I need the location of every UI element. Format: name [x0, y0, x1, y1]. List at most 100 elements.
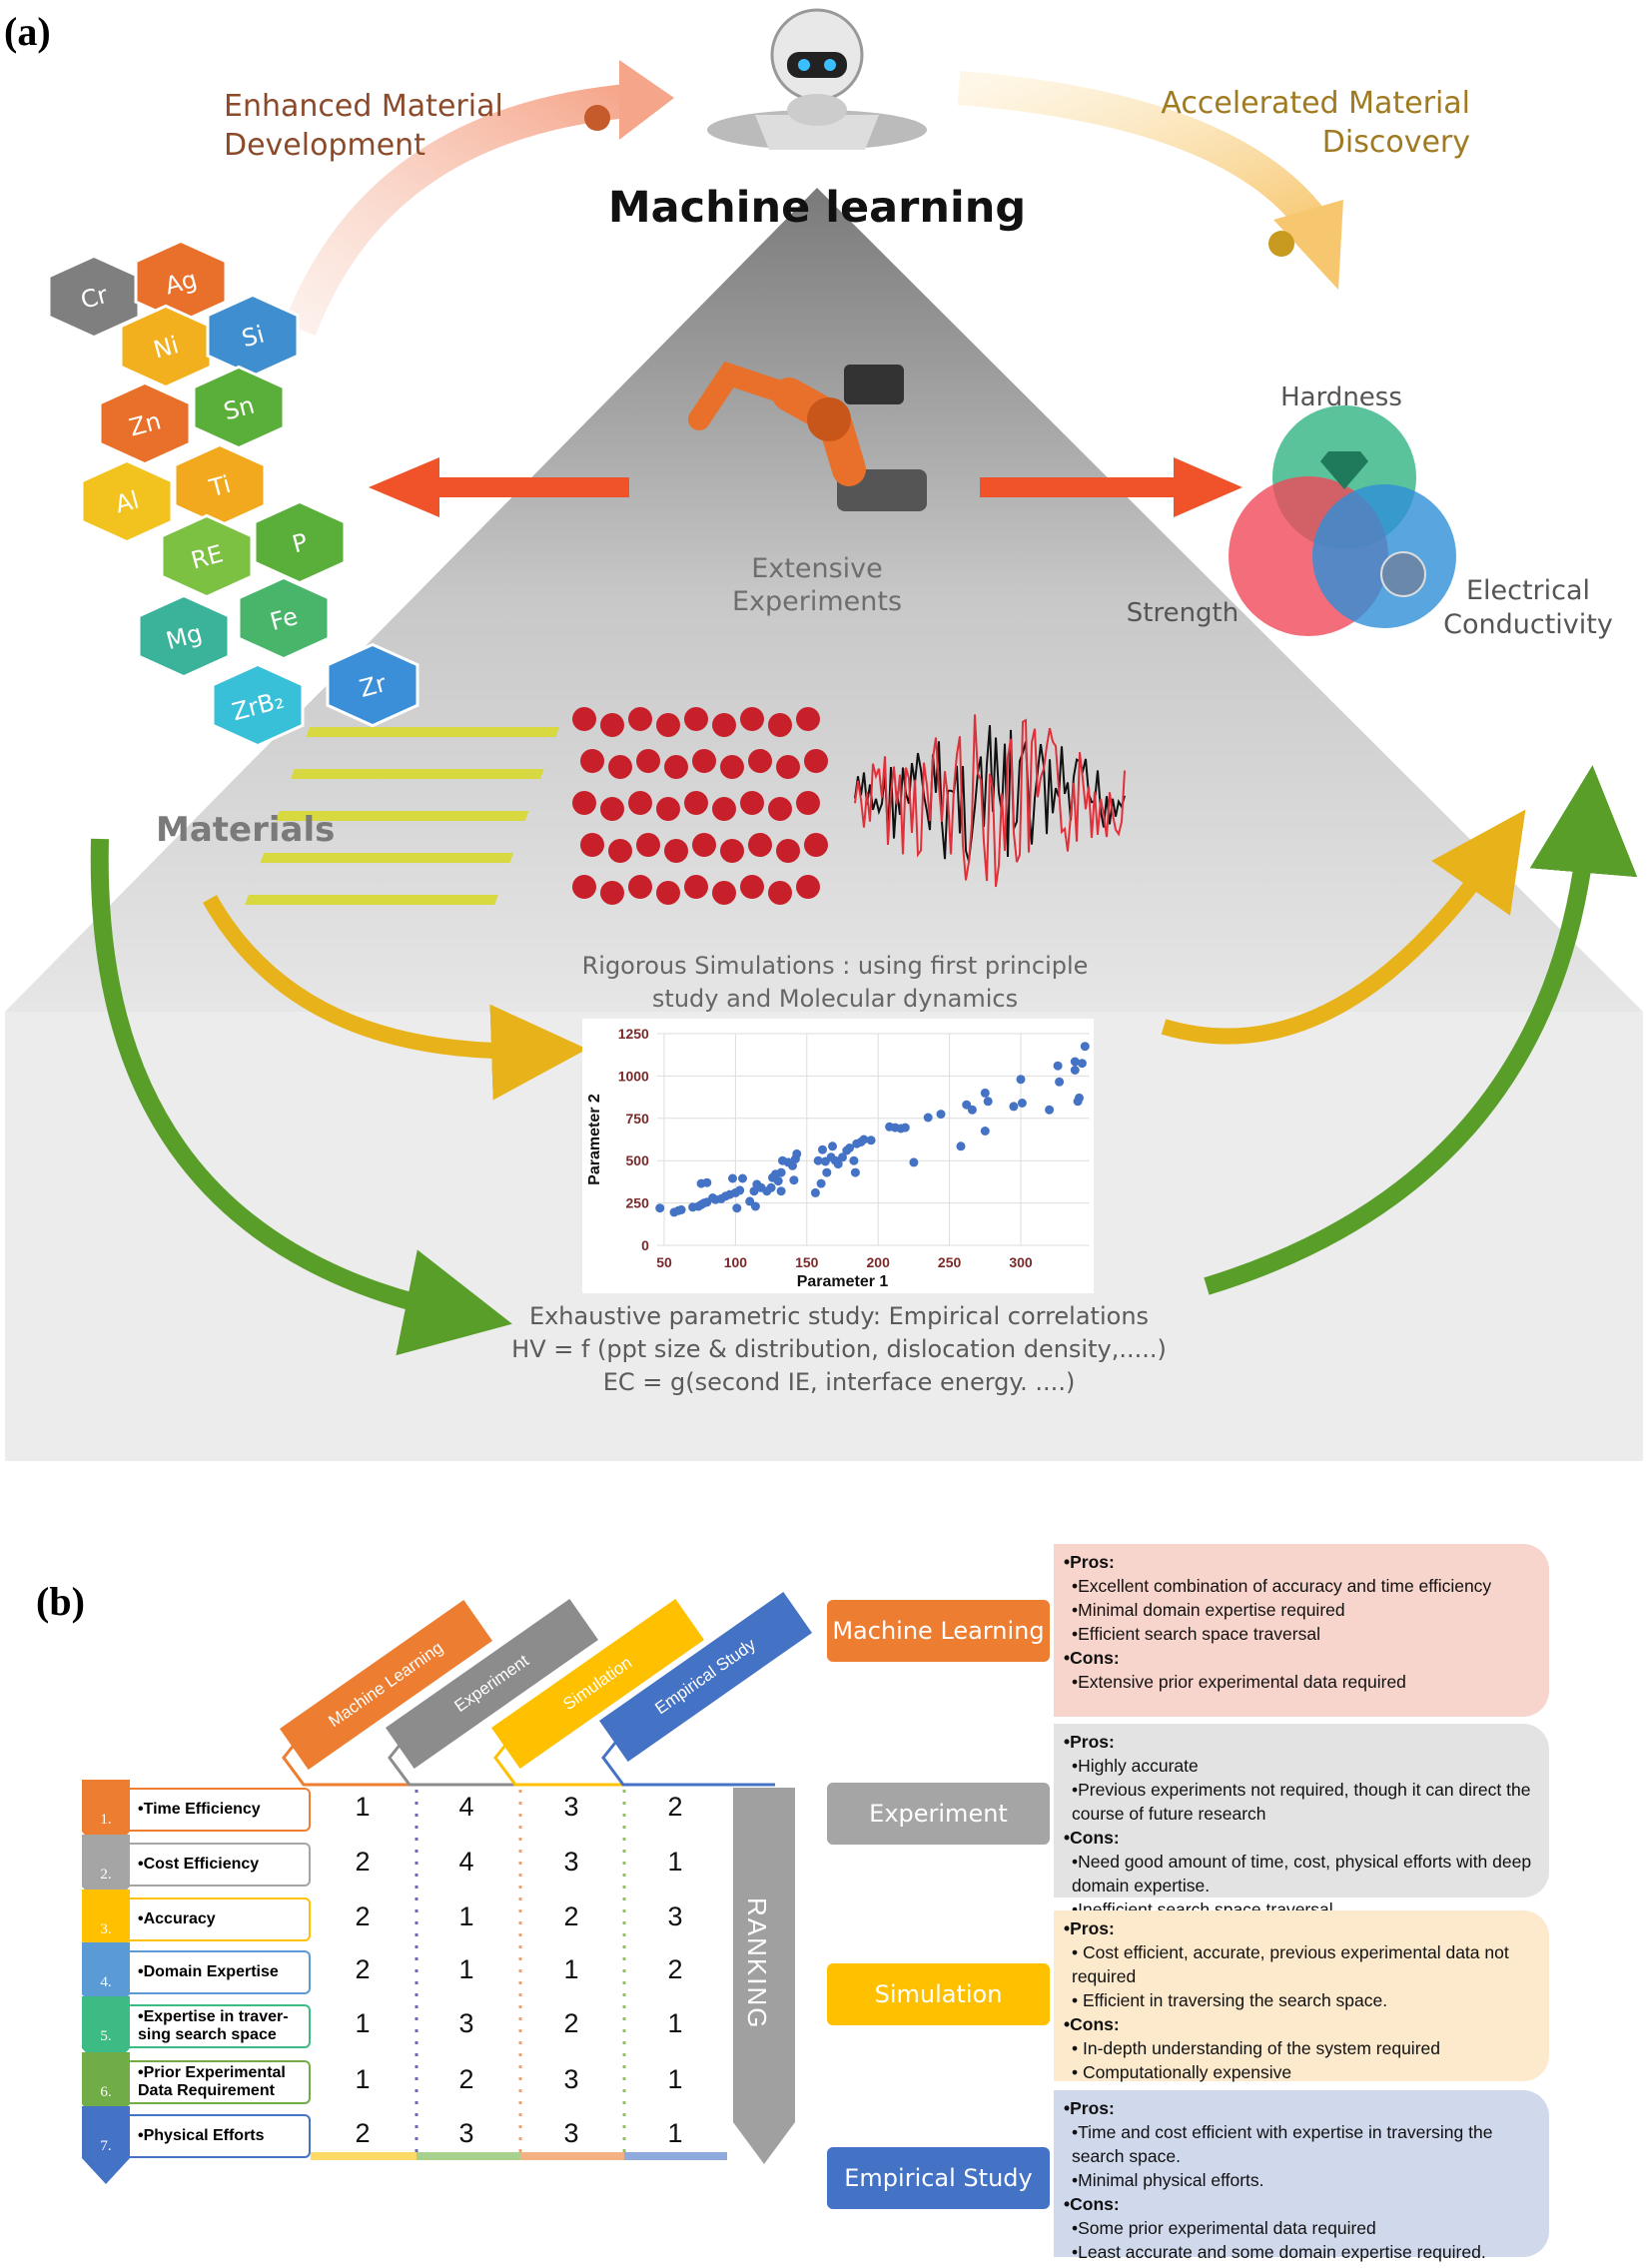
data-point: [789, 1175, 799, 1185]
enhanced-label-1: Enhanced Material: [224, 89, 503, 124]
rank-value: 3: [563, 1792, 579, 1822]
panel-b-label: (b): [36, 1579, 85, 1624]
con-item: • In-depth understanding of the system r…: [1072, 2038, 1440, 2058]
x-axis-label: Parameter 1: [797, 1273, 889, 1290]
y-tick-label: 250: [626, 1195, 650, 1211]
rank-value: 1: [667, 2064, 683, 2094]
data-point: [1016, 1075, 1026, 1085]
row-number: 5.: [100, 2028, 111, 2044]
pros-heading: •Pros:: [1064, 1552, 1115, 1572]
ranking-label: RANKING: [742, 1897, 772, 2030]
pro-item: •Highly accurate: [1072, 1756, 1199, 1776]
material-hexagon: Fe: [237, 575, 331, 661]
material-hexagon: P: [253, 499, 347, 585]
criterion-label: •Expertise in traver-sing search space: [130, 2004, 311, 2048]
rank-value: 1: [563, 1954, 579, 1984]
panel-a-label: (a): [4, 9, 51, 54]
data-point: [1055, 1077, 1065, 1087]
x-tick-label: 150: [795, 1254, 819, 1270]
md-signal-red: [854, 714, 1126, 888]
data-point: [838, 1152, 847, 1162]
pros-cons-box: •Pros: •Highly accurate •Previous experime…: [1054, 1724, 1549, 1919]
atom: [608, 839, 632, 863]
gem-icon: [1320, 451, 1368, 489]
rank-value: 1: [667, 2118, 683, 2148]
material-hexagon: Zr: [326, 642, 419, 728]
con-item: •Some prior experimental data required: [1072, 2218, 1376, 2238]
y-tick-label: 1000: [618, 1068, 649, 1084]
data-point: [909, 1157, 919, 1167]
conductivity-label-1: Electrical: [1466, 575, 1590, 606]
chart-background: [582, 1019, 1094, 1293]
data-point: [850, 1167, 860, 1177]
atom: [712, 713, 736, 737]
data-point: [1053, 1061, 1063, 1071]
enhanced-label-2: Development: [224, 128, 425, 163]
atom: [692, 833, 716, 857]
rank-value: 3: [563, 2118, 579, 2148]
data-point: [822, 1167, 832, 1177]
x-tick-label: 250: [938, 1254, 962, 1270]
simulations-label-1: Rigorous Simulations : using first princ…: [582, 952, 1089, 980]
rank-value: 3: [458, 2118, 474, 2148]
atom: [796, 791, 820, 815]
rank-value: 2: [355, 1954, 371, 1984]
data-point: [1009, 1102, 1019, 1112]
method-label-text: Empirical Study: [844, 2164, 1033, 2192]
atom: [768, 797, 792, 821]
data-point: [655, 1203, 665, 1213]
con-item: •Least accurate and some domain expertis…: [1072, 2242, 1486, 2262]
material-hexagon: Al: [80, 458, 174, 544]
enhanced-arrow-head: [619, 60, 674, 140]
pro-item: •Efficient search space traversal: [1072, 1624, 1320, 1644]
pros-heading: •Pros:: [1064, 1918, 1115, 1938]
data-point: [735, 1185, 745, 1195]
atom: [740, 791, 764, 815]
data-point: [818, 1144, 827, 1154]
atom: [684, 875, 708, 899]
atom: [580, 749, 604, 773]
data-point: [1077, 1059, 1087, 1069]
data-point: [833, 1159, 843, 1169]
pro-item: • Cost efficient, accurate, previous exp…: [1072, 1942, 1509, 1986]
rank-value: 1: [355, 2008, 371, 2038]
column-connector: [282, 1742, 455, 1787]
criterion-text: •Time Efficiency: [138, 1801, 261, 1818]
data-point: [980, 1127, 990, 1135]
atom: [684, 791, 708, 815]
rank-value: 4: [458, 1847, 474, 1877]
atom: [712, 881, 736, 905]
material-hexagon: ZrB₂: [211, 662, 305, 748]
atom: [636, 833, 660, 857]
atom: [776, 839, 800, 863]
data-point: [923, 1113, 933, 1123]
pro-item: •Minimal domain expertise required: [1072, 1600, 1345, 1620]
robot-arm-icon: [688, 361, 927, 511]
material-hexagon: Si: [206, 293, 300, 378]
empirical-label-3: EC = g(second IE, interface energy. ....…: [603, 1368, 1076, 1396]
x-tick-label: 300: [1009, 1254, 1033, 1270]
rank-value: 2: [563, 2008, 579, 2038]
criterion-text: •Domain Expertise: [138, 1963, 279, 1980]
y-tick-label: 500: [626, 1152, 650, 1168]
atom: [720, 755, 744, 779]
rank-value: 2: [355, 1847, 371, 1877]
data-point: [738, 1173, 747, 1183]
atom: [608, 755, 632, 779]
pros-heading: •Pros:: [1064, 2098, 1115, 2118]
rank-value: 1: [458, 1954, 474, 1984]
data-point: [956, 1141, 966, 1151]
data-point: [1075, 1093, 1084, 1103]
accelerated-label-2: Discovery: [1322, 125, 1470, 160]
data-point: [1017, 1099, 1027, 1108]
pros-cons-box: •Pros: •Time and cost efficient with expe…: [1054, 2090, 1549, 2262]
column-footer-bar: [520, 2152, 624, 2160]
enhanced-arrow: [284, 83, 641, 337]
material-hexagon: Zn: [98, 380, 192, 466]
material-hexagon: Sn: [192, 365, 286, 450]
criterion-label: •Time Efficiency: [130, 1788, 311, 1832]
column-connector: [388, 1742, 561, 1787]
criterion-text: •Cost Efficiency: [138, 1856, 260, 1873]
con-item: •Extensive prior experimental data requi…: [1072, 1672, 1406, 1692]
y-tick-label: 750: [626, 1111, 650, 1127]
